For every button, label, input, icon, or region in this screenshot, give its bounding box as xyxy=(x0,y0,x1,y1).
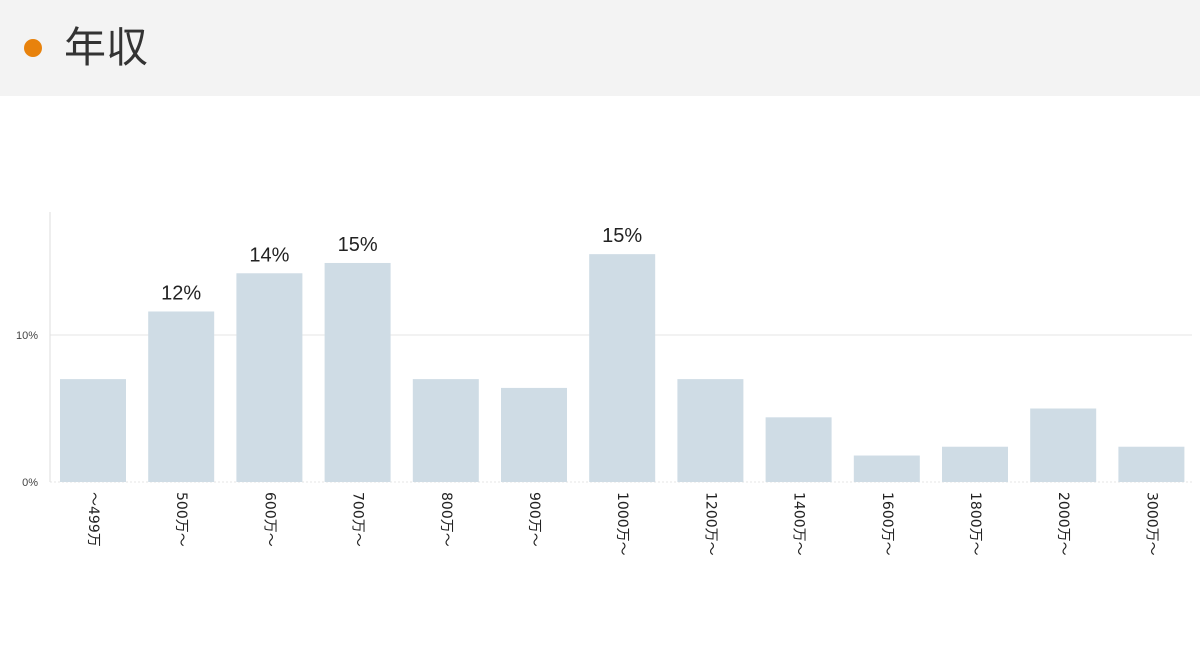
x-tick-label: 2000万～ xyxy=(1055,492,1071,556)
x-tick-label: 900万～ xyxy=(526,492,542,547)
bar[interactable] xyxy=(677,379,744,482)
bar[interactable] xyxy=(853,455,920,482)
data-labels-layer: 12% 14% 15% 15% xyxy=(161,225,642,304)
header: 年収 xyxy=(0,0,1200,96)
x-tick-label: 1000万～ xyxy=(614,492,630,556)
x-tick-label: 500万～ xyxy=(173,492,189,547)
data-label: 15% xyxy=(602,225,642,247)
bar[interactable] xyxy=(412,379,479,482)
bar[interactable] xyxy=(148,311,215,482)
page-title: 年収 xyxy=(64,23,149,72)
x-tick-label: 1400万～ xyxy=(791,492,807,556)
x-tick-label: 1800万～ xyxy=(967,492,983,556)
bar[interactable] xyxy=(324,262,391,482)
bar[interactable] xyxy=(1118,446,1185,482)
data-label: 12% xyxy=(161,282,201,304)
bar[interactable] xyxy=(765,417,832,482)
bar[interactable] xyxy=(236,273,303,482)
x-tick-labels-layer: ～499万 500万～ 600万～ 700万～ 800万～ 900万～ 1000万～ 1200… xyxy=(85,492,1159,556)
bullet-dot-icon xyxy=(24,39,42,57)
bar[interactable] xyxy=(589,254,656,482)
y-tick-label: 10% xyxy=(16,330,38,342)
bars-layer xyxy=(60,254,1185,483)
x-tick-label: 1200万～ xyxy=(702,492,718,556)
x-tick-label: 1600万～ xyxy=(879,492,895,556)
bar-chart: 12% 14% 15% 15% ～499万 500万～ 600万～ 700万～ 800万～ 90… xyxy=(16,212,1192,556)
y-tick-labels-layer: 0% 10% xyxy=(16,330,38,489)
data-label: 14% xyxy=(249,244,289,266)
x-tick-label: 800万～ xyxy=(438,492,454,547)
x-tick-label: 700万～ xyxy=(350,492,366,547)
bar[interactable] xyxy=(60,379,126,482)
chart-area: 12% 14% 15% 15% ～499万 500万～ 600万～ 700万～ 800万～ 90… xyxy=(0,96,1200,654)
bar[interactable] xyxy=(942,446,1008,482)
x-tick-label: 3000万～ xyxy=(1143,492,1159,556)
data-label: 15% xyxy=(338,234,378,256)
y-tick-label: 0% xyxy=(22,477,38,489)
bar[interactable] xyxy=(1030,408,1097,483)
x-tick-label: 600万～ xyxy=(261,492,277,547)
bar[interactable] xyxy=(501,387,567,482)
x-tick-label: ～499万 xyxy=(85,492,101,547)
